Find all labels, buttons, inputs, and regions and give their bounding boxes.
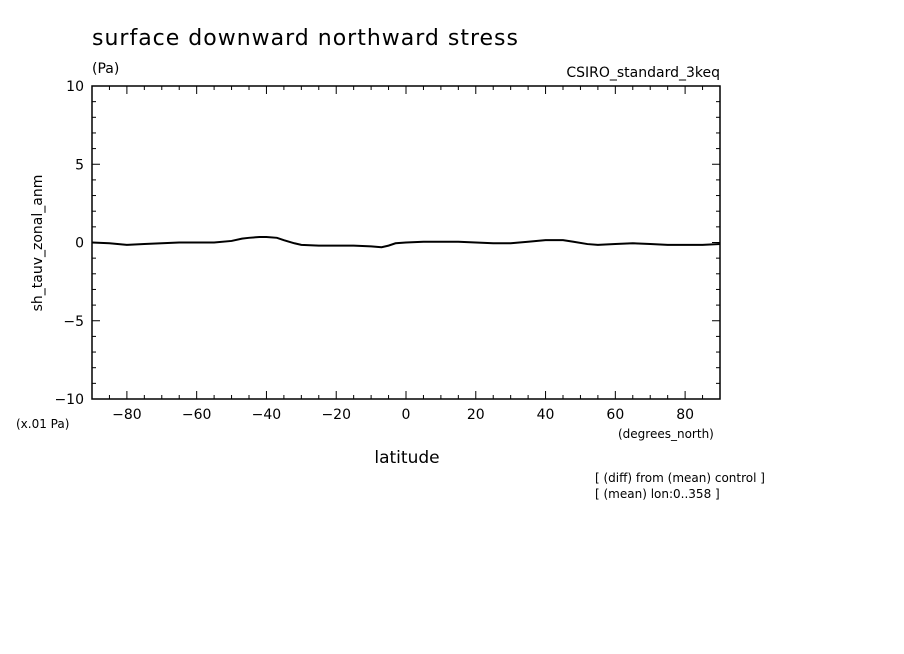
y-tick-label: 0 [75,236,84,252]
x-units-label: (degrees_north) [618,427,714,441]
x-tick-label: 40 [537,407,555,423]
x-tick-label: −80 [112,407,142,423]
y-tick-label: 5 [75,157,84,173]
x-tick-labels: −80 −60 −40 −20 0 20 40 60 80 [112,407,694,423]
x-tick-label: −20 [321,407,351,423]
x-tick-label: 80 [676,407,694,423]
note-mean: [ (mean) lon:0..358 ] [595,487,720,501]
x-tick-label: 60 [606,407,624,423]
y-tick-label: 10 [66,79,84,95]
x-axis-label: latitude [374,448,439,468]
y-tick-label: −10 [54,392,84,408]
axis-ticks [91,85,721,400]
x-tick-label: 20 [467,407,485,423]
series-line [91,236,721,249]
y-tick-labels: −10 −5 0 5 10 [54,79,84,408]
y-tick-label: −5 [63,314,84,330]
y-scale-note: (x.01 Pa) [16,417,69,431]
note-diff: [ (diff) from (mean) control ] [595,471,765,485]
chart-title: surface downward northward stress [92,26,519,51]
x-tick-label: −60 [182,407,212,423]
x-tick-label: −40 [252,407,282,423]
x-tick-label: 0 [402,407,411,423]
dataset-label: CSIRO_standard_3keq [566,65,720,81]
y-axis-label: sh_tauv_zonal_anm [30,175,46,312]
units-label: (Pa) [92,61,119,77]
